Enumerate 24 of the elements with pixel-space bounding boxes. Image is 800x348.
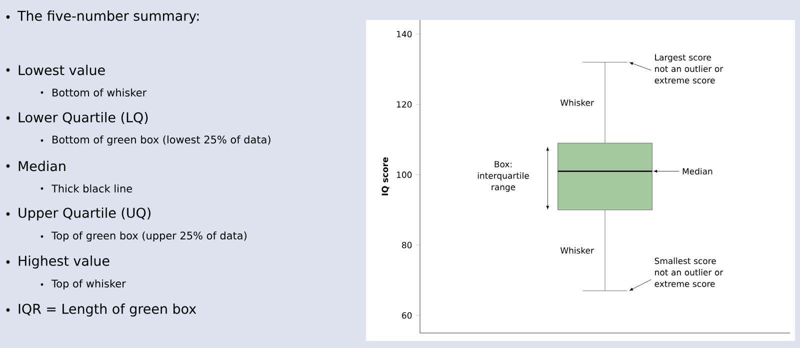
y-tick-label: 140 bbox=[397, 30, 412, 38]
annotation: Box: interquartile range bbox=[478, 161, 529, 192]
annotation: Whisker bbox=[560, 99, 594, 106]
text: Lower Quartile (LQ) bbox=[18, 112, 148, 124]
annotation: Largest score not an outlier or extreme score bbox=[654, 54, 724, 84]
text: IQR = Length of green box bbox=[18, 303, 196, 317]
text: Top of green box (upper 25% of data) bbox=[51, 231, 246, 242]
text: Upper Quartile (UQ) bbox=[18, 207, 150, 221]
text: Median bbox=[18, 160, 66, 172]
text: Bottom of whisker bbox=[52, 88, 147, 97]
text: Top of whisker bbox=[51, 279, 126, 290]
y-tick-label: 60 bbox=[402, 312, 412, 319]
text: Thick black line bbox=[51, 184, 132, 193]
annotation: Whisker bbox=[560, 247, 594, 254]
y-tick-label: 100 bbox=[397, 172, 412, 178]
text: Lowest value bbox=[18, 64, 105, 76]
annotation: Smallest score not an outlier or extreme score bbox=[654, 258, 724, 288]
text: Bottom of green box (lowest 25% of data) bbox=[52, 135, 270, 146]
text: Highest value bbox=[18, 255, 110, 269]
y-axis-title: IQ score bbox=[382, 157, 390, 196]
text: The five-number summary: bbox=[17, 10, 199, 24]
annotation: Median bbox=[682, 168, 712, 175]
y-tick-label: 120 bbox=[397, 101, 412, 108]
y-tick-label: 80 bbox=[402, 242, 412, 248]
